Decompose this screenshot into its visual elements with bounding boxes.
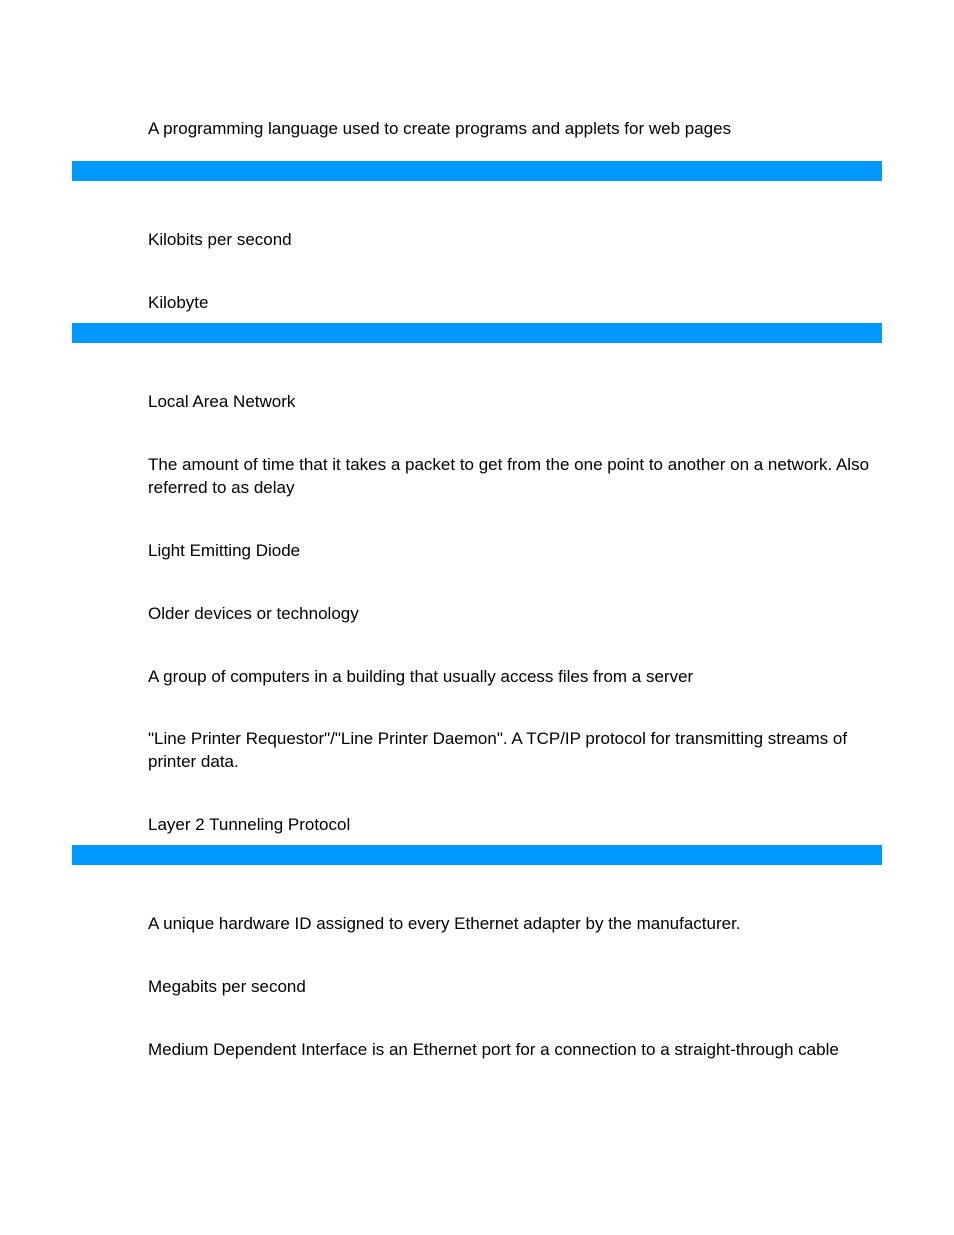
section-header-k <box>72 161 882 181</box>
section-header-l <box>72 323 882 343</box>
definition-text: A programming language used to create pr… <box>148 118 882 141</box>
glossary-entry: Kilobits per second <box>0 181 954 252</box>
definition-text: Megabits per second <box>148 976 882 999</box>
definition-text: A unique hardware ID assigned to every E… <box>148 913 882 936</box>
glossary-entry: A programming language used to create pr… <box>0 70 954 141</box>
glossary-entry: "Line Printer Requestor"/"Line Printer D… <box>0 688 954 774</box>
glossary-entry: A group of computers in a building that … <box>0 626 954 689</box>
definition-text: Medium Dependent Interface is an Etherne… <box>148 1039 882 1062</box>
definition-text: Kilobits per second <box>148 229 882 252</box>
glossary-entry: Layer 2 Tunneling Protocol <box>0 774 954 837</box>
definition-text: Light Emitting Diode <box>148 540 882 563</box>
glossary-entry: A unique hardware ID assigned to every E… <box>0 865 954 936</box>
definition-text: Kilobyte <box>148 292 882 315</box>
glossary-entry: Megabits per second <box>0 936 954 999</box>
glossary-entry: Light Emitting Diode <box>0 500 954 563</box>
glossary-entry: The amount of time that it takes a packe… <box>0 414 954 500</box>
glossary-entry: Medium Dependent Interface is an Etherne… <box>0 999 954 1062</box>
definition-text: Layer 2 Tunneling Protocol <box>148 814 882 837</box>
definition-text: Local Area Network <box>148 391 882 414</box>
definition-text: The amount of time that it takes a packe… <box>148 454 882 500</box>
glossary-page: A programming language used to create pr… <box>0 0 954 1235</box>
definition-text: "Line Printer Requestor"/"Line Printer D… <box>148 728 882 774</box>
definition-text: Older devices or technology <box>148 603 882 626</box>
section-header-m <box>72 845 882 865</box>
glossary-entry: Older devices or technology <box>0 563 954 626</box>
definition-text: A group of computers in a building that … <box>148 666 882 689</box>
glossary-entry: Local Area Network <box>0 343 954 414</box>
glossary-entry: Kilobyte <box>0 252 954 315</box>
